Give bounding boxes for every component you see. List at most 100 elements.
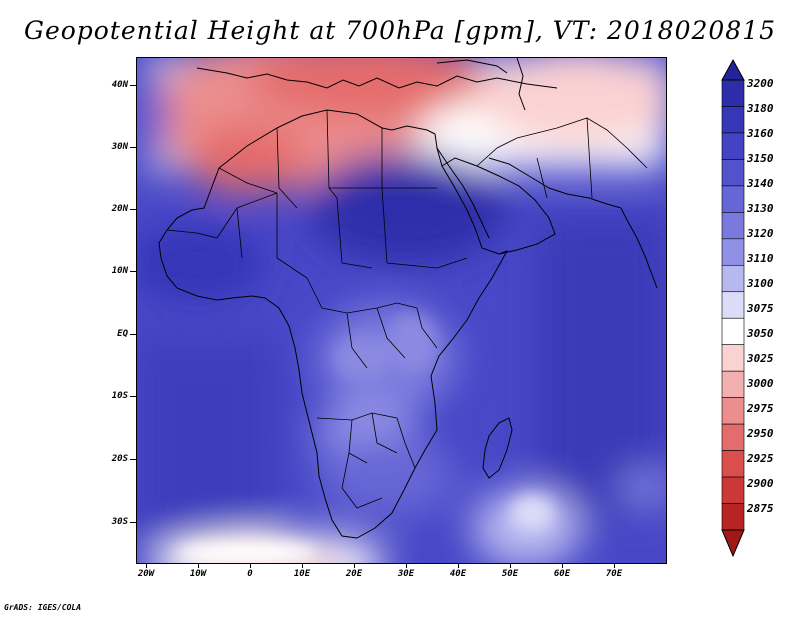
lat-tick	[130, 85, 136, 86]
lat-label-30n: 30N	[111, 142, 128, 152]
colorbar-cell	[721, 291, 745, 319]
india-coastline	[620, 207, 658, 289]
colorbar-label-2900: 2900	[747, 477, 774, 490]
colorbar-cell	[721, 397, 745, 425]
lat-tick	[130, 334, 136, 335]
lon-tick	[406, 563, 407, 568]
colorbar-cell	[721, 159, 745, 187]
lon-label-30e: 30E	[397, 569, 415, 579]
lon-label-60e: 60E	[553, 569, 571, 579]
colorbar-label-2975: 2975	[747, 402, 774, 415]
colorbar-cell	[721, 450, 745, 478]
field-sa-white	[177, 541, 317, 563]
lat-label-20s: 20S	[111, 454, 128, 464]
lon-label-20w: 20W	[137, 569, 155, 579]
lat-tick	[130, 209, 136, 210]
lon-label-20e: 20E	[345, 569, 363, 579]
colorbar-label-3120: 3120	[747, 227, 774, 240]
colorbar-bottom-arrow	[721, 529, 745, 558]
colorbar-cell	[721, 370, 745, 398]
height-field	[137, 58, 666, 563]
lon-tick	[458, 563, 459, 568]
lat-label-10n: 10N	[111, 266, 128, 276]
lat-label-20n: 20N	[111, 204, 128, 214]
arabia-coastline	[441, 157, 556, 255]
lon-tick	[198, 563, 199, 568]
colorbar-cell	[721, 132, 745, 160]
lon-tick	[354, 563, 355, 568]
colorbar-label-3100: 3100	[747, 277, 774, 290]
caspian-coastline	[516, 58, 526, 111]
lon-tick	[146, 563, 147, 568]
gulf-coastline	[488, 157, 622, 209]
lon-tick	[614, 563, 615, 568]
grads-credit: GrADS: IGES/COLA	[4, 603, 82, 612]
colorbar-cell	[721, 238, 745, 266]
map-svg	[137, 58, 666, 563]
field-far-east-spot	[617, 468, 666, 508]
colorbar-cell	[721, 476, 745, 504]
lat-tick	[130, 522, 136, 523]
colorbar-cell	[721, 106, 745, 134]
black-sea-coastline	[436, 59, 508, 74]
colorbar-label-2875: 2875	[747, 502, 774, 515]
colorbar-cell	[721, 503, 745, 531]
colorbar-label-3050: 3050	[747, 327, 774, 340]
colorbar-cell	[721, 264, 745, 293]
lat-label-10s: 10S	[111, 391, 128, 401]
colorbar-cells	[721, 79, 745, 531]
colorbar-cell	[721, 212, 745, 240]
colorbar-cell	[721, 317, 745, 346]
border-middle-east	[476, 117, 648, 199]
lat-tick	[130, 396, 136, 397]
field-morocco-low	[187, 123, 307, 193]
lon-label-70e: 70E	[605, 569, 623, 579]
border-north-africa	[218, 109, 437, 209]
colorbar-label-3200: 3200	[747, 77, 774, 90]
border-sahel	[166, 187, 468, 279]
colorbar-top-arrow	[721, 58, 745, 81]
border-central	[306, 277, 438, 369]
colorbar-cell	[721, 423, 745, 451]
field-madagascar-light	[510, 495, 554, 531]
field-west-africa-high	[137, 223, 267, 303]
colorbar-label-3140: 3140	[747, 177, 774, 190]
lon-label-50e: 50E	[501, 569, 519, 579]
lat-label-eq: EQ	[117, 329, 128, 339]
field-south-atlantic	[137, 338, 277, 538]
lon-label-10w: 10W	[189, 569, 207, 579]
map-frame[interactable]	[136, 57, 667, 564]
field-angola-light	[334, 336, 390, 380]
lat-tick	[130, 459, 136, 460]
colorbar-cell	[721, 185, 745, 213]
field-med-low	[247, 58, 487, 118]
country-borders	[166, 109, 648, 509]
colorbar-label-2950: 2950	[747, 427, 774, 440]
lon-tick	[302, 563, 303, 568]
colorbar-label-2925: 2925	[747, 452, 774, 465]
border-southern	[316, 412, 416, 509]
colorbar-cell	[721, 344, 745, 372]
lat-tick	[130, 147, 136, 148]
lon-tick	[250, 563, 251, 568]
red-sea-coastline	[436, 147, 490, 239]
colorbar-label-3025: 3025	[747, 352, 774, 365]
colorbar-label-3180: 3180	[747, 102, 774, 115]
field-west-edge-blue	[137, 58, 167, 188]
field-lake-region	[387, 313, 437, 373]
lat-label-40n: 40N	[111, 80, 128, 90]
colorbar-cell	[721, 79, 745, 107]
chart-title: Geopotential Height at 700hPa [gpm], VT:…	[23, 16, 777, 45]
madagascar-coastline	[482, 417, 513, 479]
colorbar	[721, 58, 745, 558]
lon-tick	[510, 563, 511, 568]
colorbar-label-3160: 3160	[747, 127, 774, 140]
lon-label-0: 0	[247, 569, 253, 579]
colorbar-label-3110: 3110	[747, 252, 774, 265]
field-middle-east-pink	[477, 58, 666, 148]
field-southern-africa	[317, 438, 457, 518]
colorbar-label-3130: 3130	[747, 202, 774, 215]
lat-label-30s: 30S	[111, 517, 128, 527]
colorbar-label-3150: 3150	[747, 152, 774, 165]
colorbar-label-3000: 3000	[747, 377, 774, 390]
